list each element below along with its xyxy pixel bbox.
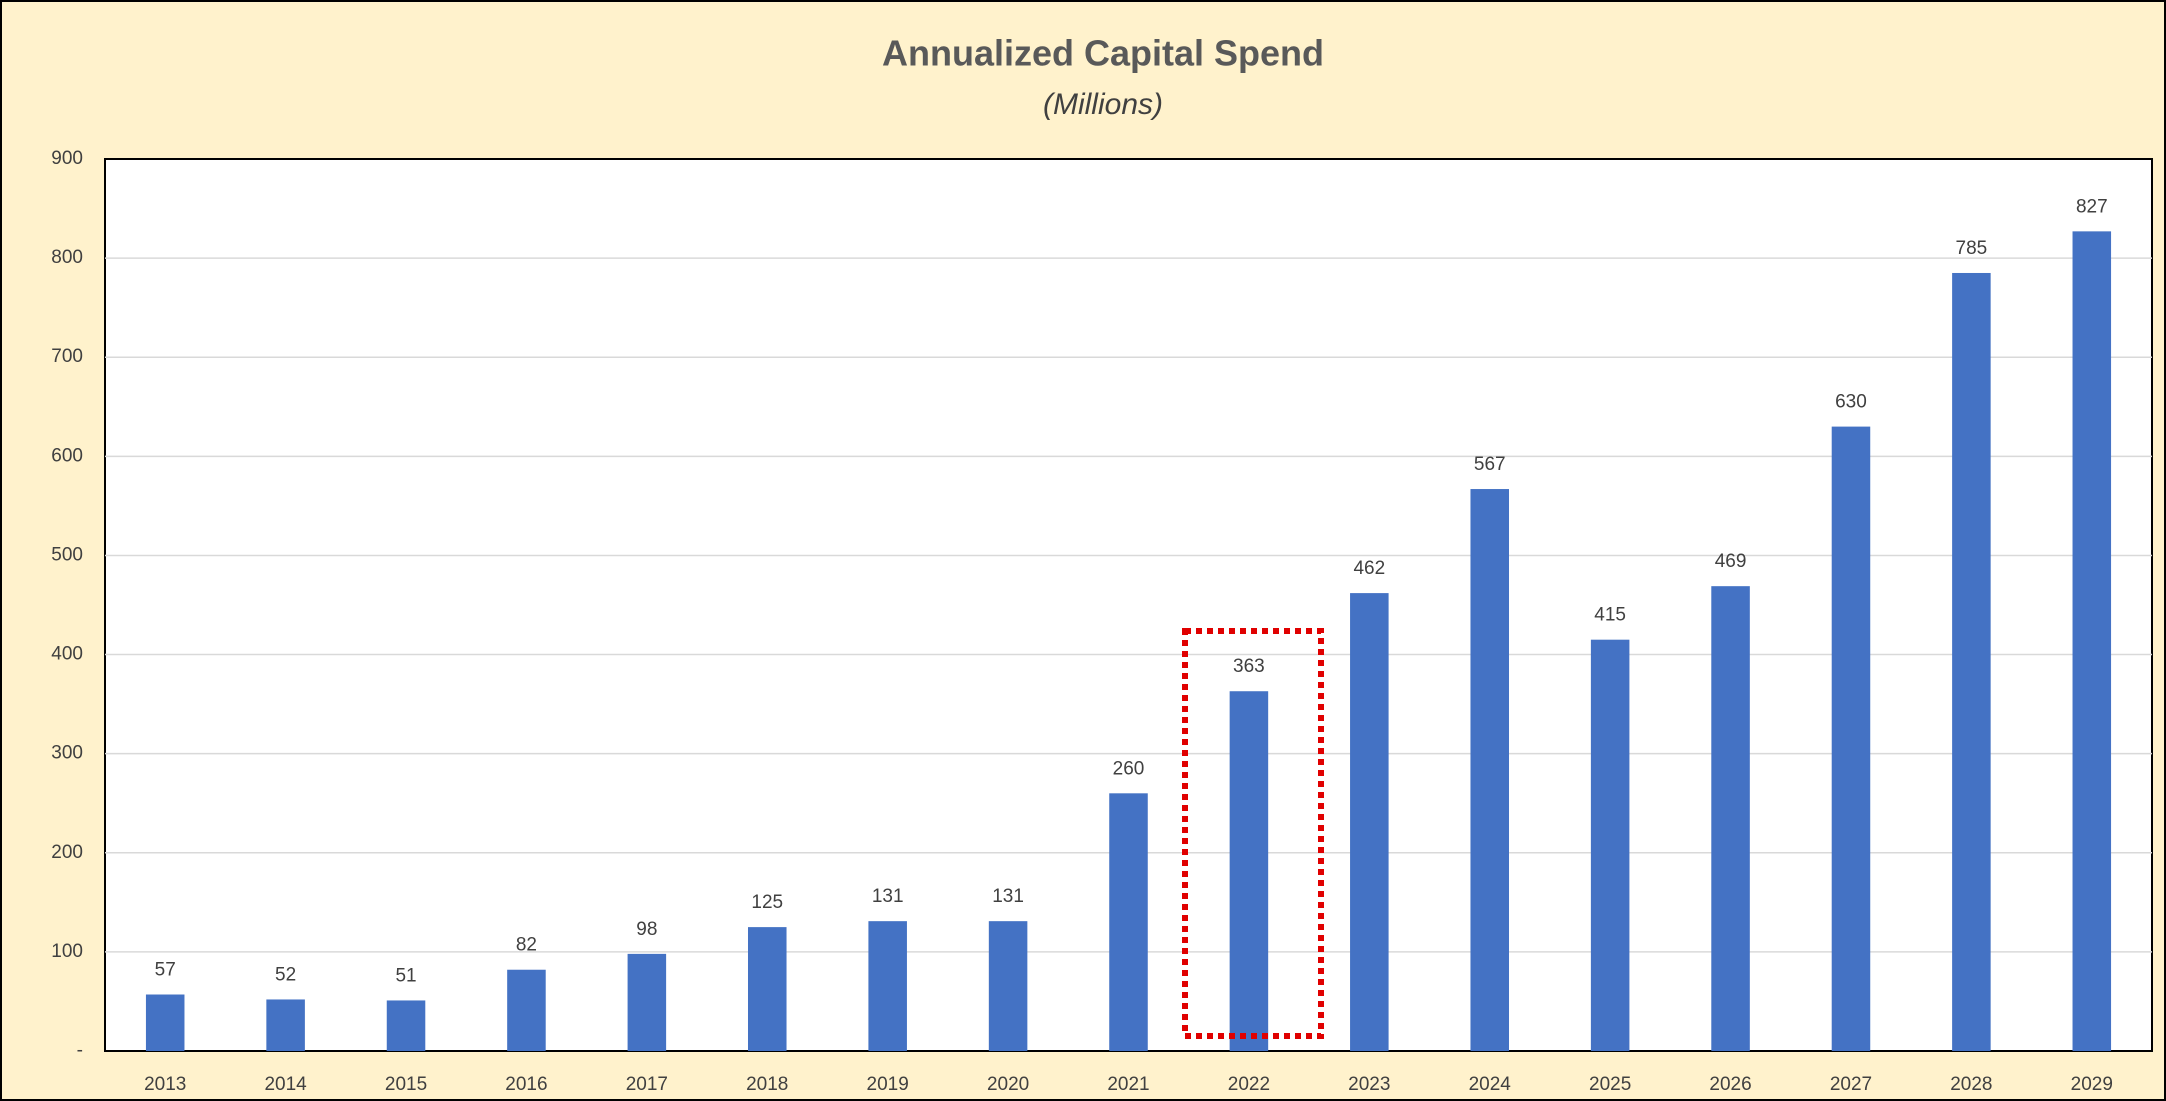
y-tick-label: 900: [51, 148, 83, 169]
y-tick-label: 800: [51, 247, 83, 268]
y-tick-label: 400: [51, 644, 83, 665]
marks: - 100 200 300 400 500 600 700 800 900 2013 57 2014 52…: [51, 148, 2152, 1095]
x-tick-label: 2013: [144, 1074, 186, 1095]
data-label: 82: [516, 935, 537, 956]
x-tick-label: 2018: [746, 1074, 788, 1095]
x-tick-label: 2020: [987, 1074, 1029, 1095]
data-label: 98: [636, 919, 657, 940]
bar: [1952, 272, 1991, 1051]
x-tick-label: 2023: [1348, 1074, 1390, 1095]
bar: [747, 927, 787, 1051]
data-label: 131: [992, 886, 1024, 907]
y-tick-label: 300: [51, 743, 83, 764]
data-label: 785: [1956, 238, 1988, 259]
bar: [2072, 231, 2112, 1052]
bar: [1229, 691, 1269, 1051]
data-label: 131: [872, 886, 904, 907]
data-label: 462: [1353, 558, 1385, 579]
x-tick-label: 2027: [1830, 1074, 1872, 1095]
chart-subtitle: (Millions): [1043, 88, 1163, 121]
bar: [507, 969, 546, 1051]
data-label: 630: [1835, 392, 1867, 413]
x-tick-label: 2029: [2071, 1074, 2113, 1095]
x-tick-label: 2024: [1469, 1074, 1512, 1095]
x-tick-label: 2019: [867, 1074, 909, 1095]
data-label: 52: [275, 964, 296, 985]
data-label: 260: [1113, 758, 1145, 779]
bar: [386, 1000, 426, 1051]
bar: [266, 999, 305, 1051]
data-label: 51: [395, 965, 416, 986]
bar: [1831, 426, 1871, 1052]
data-label: 567: [1474, 454, 1506, 475]
y-tick-label: 200: [51, 842, 83, 863]
data-label: 125: [751, 892, 783, 913]
bar: [1350, 593, 1389, 1051]
bar: [627, 953, 667, 1051]
chart-title: Annualized Capital Spend: [882, 33, 1324, 74]
y-tick-label: -: [77, 1040, 83, 1061]
x-tick-label: 2017: [626, 1074, 668, 1095]
x-tick-label: 2015: [385, 1074, 427, 1095]
bar: [1470, 489, 1510, 1051]
highlight-box: [1182, 628, 1324, 1039]
bar: [145, 994, 185, 1051]
x-tick-label: 2025: [1589, 1074, 1631, 1095]
data-label: 469: [1715, 551, 1747, 572]
bar: [1109, 793, 1148, 1051]
data-label: 57: [155, 960, 176, 981]
x-tick-label: 2014: [264, 1074, 307, 1095]
x-tick-label: 2016: [505, 1074, 547, 1095]
y-tick-label: 600: [51, 445, 83, 466]
bar: [988, 921, 1028, 1051]
x-tick-label: 2021: [1107, 1074, 1149, 1095]
bar: [868, 921, 907, 1051]
bar: [1590, 639, 1630, 1051]
x-tick-label: 2028: [1950, 1074, 1992, 1095]
x-tick-label: 2022: [1228, 1074, 1270, 1095]
bar: [1711, 586, 1750, 1051]
x-tick-label: 2026: [1709, 1074, 1751, 1095]
data-label: 827: [2076, 196, 2108, 217]
y-tick-label: 100: [51, 941, 83, 962]
data-label: 415: [1594, 605, 1626, 626]
y-tick-label: 500: [51, 544, 83, 565]
y-tick-label: 700: [51, 346, 83, 367]
data-label: 363: [1233, 656, 1265, 677]
